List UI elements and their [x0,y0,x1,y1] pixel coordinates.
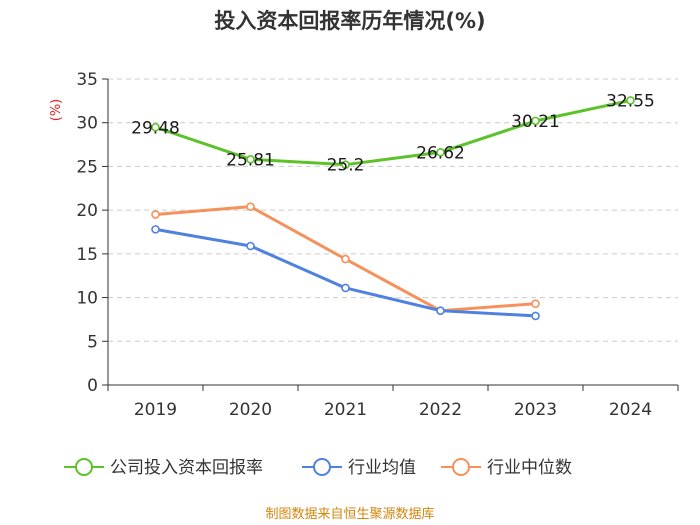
legend-label: 行业均值 [348,458,416,478]
y-tick-label: 0 [87,376,98,396]
data-point[interactable] [341,283,350,293]
y-tick-label: 30 [76,114,98,134]
series-layer [151,96,635,321]
data-point[interactable] [531,311,540,321]
data-point[interactable] [151,210,160,219]
data-label: 25.81 [226,150,275,170]
legend-item-1[interactable]: 行业均值 [302,458,416,478]
x-tick-label: 2020 [229,400,272,420]
data-point[interactable] [626,96,635,105]
data-point[interactable] [246,241,255,251]
legend-swatch-marker [75,458,93,476]
legend-swatch-marker [452,458,470,476]
data-point[interactable] [341,160,350,169]
legend-swatch-marker [313,458,331,476]
data-point[interactable] [531,116,540,126]
x-tick-label: 2019 [134,400,177,420]
x-tick-label: 2022 [419,400,462,420]
x-tick-label: 2024 [609,400,652,420]
source-note: 制图数据来自恒生聚源数据库 [265,506,434,522]
data-label: 26.62 [416,143,465,163]
legend-item-0[interactable]: 公司投入资本回报率 [64,458,263,478]
data-label: 30.21 [511,112,560,132]
legend[interactable]: 公司投入资本回报率 行业均值 行业中位数 [64,458,572,478]
data-point[interactable] [246,155,255,164]
data-label: 32.55 [606,91,655,111]
data-point[interactable] [436,147,445,157]
y-tick-label: 20 [76,201,98,221]
data-point[interactable] [246,202,255,211]
data-label: 25.2 [327,156,365,176]
data-point[interactable] [151,122,160,132]
data-labels: 29.48 25.81 25.2 26.62 30.21 32.55 [131,91,655,175]
data-point[interactable] [436,306,445,315]
series-line-1 [155,227,536,318]
legend-label: 公司投入资本回报率 [110,458,263,478]
x-tick-label: 2023 [514,400,557,420]
y-tick-label: 15 [76,245,98,265]
y-tick-label: 10 [76,289,98,309]
y-axis-unit-label: (%) [49,99,64,122]
chart-title: 投入资本回报率历年情况(%) [214,9,485,33]
data-label: 29.48 [131,118,180,138]
legend-label: 行业中位数 [487,458,572,478]
x-tick-label: 2021 [324,400,367,420]
legend-item-2[interactable]: 行业中位数 [441,458,572,478]
series-line-0 [155,98,631,167]
data-point[interactable] [341,254,350,264]
y-tick-label: 35 [76,70,98,90]
y-tick-label: 5 [87,332,98,352]
y-tick-label: 25 [76,157,98,177]
data-point[interactable] [531,299,540,308]
axes: 0 5 10 15 20 25 30 35 2019 2020 2021 2022 2023 2024 [76,70,679,420]
data-point[interactable] [151,225,160,234]
